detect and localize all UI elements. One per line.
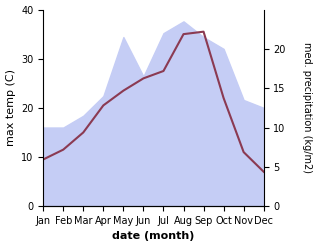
Y-axis label: med. precipitation (kg/m2): med. precipitation (kg/m2) — [302, 42, 313, 173]
Y-axis label: max temp (C): max temp (C) — [5, 69, 16, 146]
X-axis label: date (month): date (month) — [112, 231, 195, 242]
